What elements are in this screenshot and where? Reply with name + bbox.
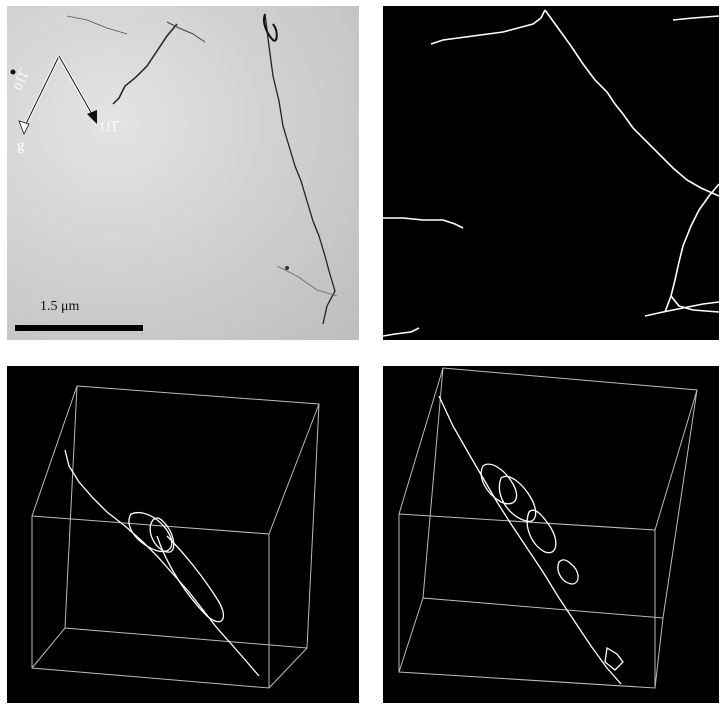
- reconstruction-3d-panel-2: [383, 366, 719, 703]
- reconstruction-3d-panel-1: [7, 366, 359, 703]
- segmented-lines-panel: [383, 6, 719, 340]
- reconstruction-3d-1: [31, 385, 320, 689]
- scale-bar: [15, 325, 143, 331]
- scale-bar-label: 1.5 μm: [40, 299, 80, 314]
- vector-g-label: g: [17, 138, 25, 154]
- micrograph-dislocations: [10, 13, 338, 325]
- reconstruction-3d-2: [398, 367, 698, 689]
- tem-micrograph: g 01̅1̅ 11̅1̅ 1.5 μm: [7, 6, 359, 340]
- direction-arrows: [18, 55, 97, 135]
- segmented-dislocation-lines: [383, 9, 719, 337]
- direction-2-label: 11̅1̅: [99, 119, 118, 134]
